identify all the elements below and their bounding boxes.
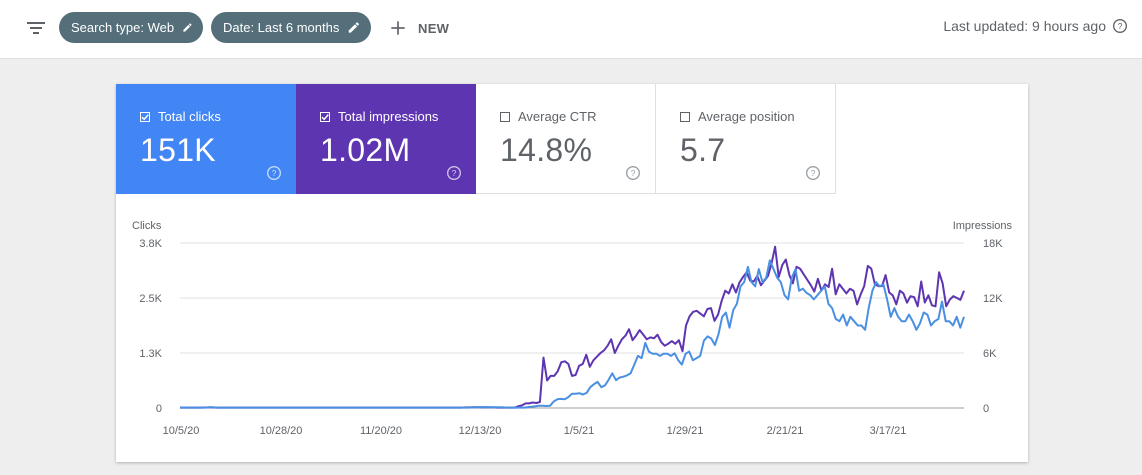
svg-text:?: ?	[811, 168, 816, 178]
left-tick-label: 0	[156, 403, 162, 415]
svg-text:?: ?	[1118, 21, 1123, 31]
metric-value: 151K	[140, 132, 216, 168]
x-tick-label: 1/29/21	[667, 425, 704, 437]
help-icon[interactable]: ?	[805, 165, 821, 181]
metric-average-position[interactable]: Average position 5.7 ?	[656, 84, 836, 194]
metric-total-impressions[interactable]: Total impressions 1.02M ?	[296, 84, 476, 194]
metric-label: Average position	[698, 109, 795, 124]
x-tick-label: 10/5/20	[163, 425, 200, 437]
x-tick-label: 12/13/20	[459, 425, 502, 437]
metric-header: Average CTR	[500, 109, 597, 124]
last-updated-text: Last updated: 9 hours ago	[943, 18, 1106, 34]
search-type-chip-label: Search type: Web	[71, 20, 175, 35]
x-tick-label: 1/5/21	[564, 425, 595, 437]
new-filter-label: NEW	[418, 20, 450, 36]
filter-list-icon[interactable]	[24, 16, 48, 40]
metric-header: Total impressions	[320, 109, 438, 124]
metric-total-clicks[interactable]: Total clicks 151K ?	[116, 84, 296, 194]
metric-header: Average position	[680, 109, 795, 124]
help-icon[interactable]: ?	[1112, 18, 1128, 34]
checkbox-checked-icon[interactable]	[140, 111, 150, 122]
help-icon[interactable]: ?	[266, 165, 282, 181]
right-tick-label: 12K	[983, 293, 1003, 305]
x-tick-label: 10/28/20	[260, 425, 303, 437]
impressions-series-line	[180, 245, 965, 409]
left-tick-label: 3.8K	[139, 238, 162, 250]
date-range-chip[interactable]: Date: Last 6 months	[211, 12, 371, 43]
help-icon[interactable]: ?	[446, 165, 462, 181]
clicks-series-line	[180, 259, 965, 409]
right-tick-label: 18K	[983, 238, 1003, 250]
edit-icon[interactable]	[347, 20, 361, 35]
metric-label: Total impressions	[338, 109, 439, 124]
checkbox-unchecked-icon[interactable]	[680, 111, 690, 122]
help-icon[interactable]: ?	[625, 165, 641, 181]
left-axis-label: Clicks	[132, 220, 162, 232]
date-range-chip-label: Date: Last 6 months	[223, 20, 340, 35]
checkbox-unchecked-icon[interactable]	[500, 111, 510, 122]
x-tick-label: 2/21/21	[767, 425, 804, 437]
plus-icon	[391, 21, 405, 35]
left-tick-label: 2.5K	[139, 293, 162, 305]
performance-chart: Clicks Impressions 3.8K 18K 2.5K 12K 1.3K 6K 0…	[116, 194, 1028, 462]
right-axis-label: Impressions	[953, 220, 1013, 232]
metric-value: 1.02M	[320, 132, 411, 168]
x-tick-label: 3/17/21	[870, 425, 907, 437]
metric-value: 14.8%	[500, 132, 593, 168]
search-type-chip[interactable]: Search type: Web	[59, 12, 203, 43]
right-tick-label: 6K	[983, 348, 997, 360]
performance-card: Total clicks 151K ? Total impressions 1.…	[116, 84, 1028, 462]
chart-svg: Clicks Impressions 3.8K 18K 2.5K 12K 1.3K 6K 0…	[132, 220, 1013, 437]
edit-icon[interactable]	[182, 20, 193, 35]
checkbox-checked-icon[interactable]	[320, 111, 330, 122]
svg-text:?: ?	[272, 168, 277, 178]
x-tick-label: 11/20/20	[360, 425, 402, 437]
toolbar: Search type: Web Date: Last 6 months NEW…	[0, 0, 1142, 59]
svg-text:?: ?	[452, 168, 457, 178]
metric-label: Average CTR	[518, 109, 597, 124]
new-filter-button[interactable]: NEW	[388, 16, 449, 40]
last-updated: Last updated: 9 hours ago ?	[943, 18, 1128, 34]
metric-label: Total clicks	[158, 109, 221, 124]
left-tick-label: 1.3K	[139, 348, 162, 360]
svg-text:?: ?	[631, 168, 636, 178]
metric-value: 5.7	[680, 132, 726, 168]
right-tick-label: 0	[983, 403, 989, 415]
metric-header: Total clicks	[140, 109, 221, 124]
metric-average-ctr[interactable]: Average CTR 14.8% ?	[476, 84, 656, 194]
